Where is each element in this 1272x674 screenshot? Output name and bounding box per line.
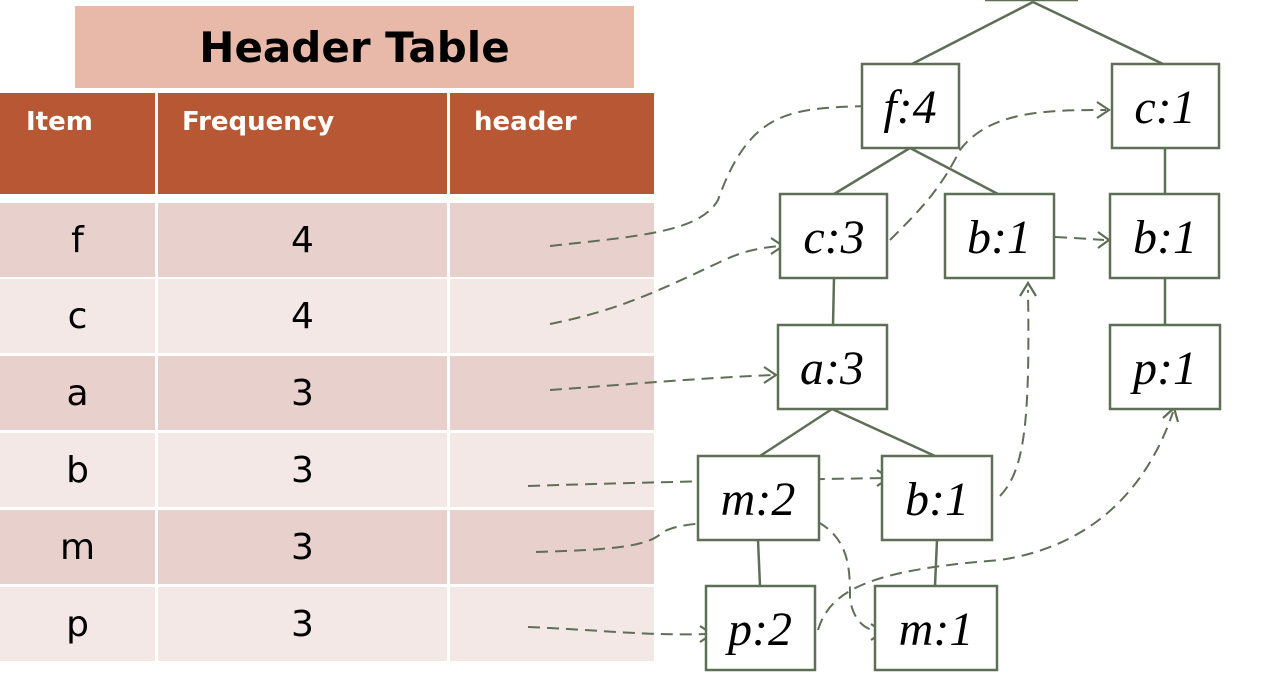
edge-m2-p2 bbox=[756, 539, 762, 587]
arrowhead-icon bbox=[1019, 280, 1037, 297]
table-row-item-p: p bbox=[0, 587, 155, 661]
node-label: f:4 bbox=[883, 81, 936, 134]
edge-f4-b1 bbox=[909, 146, 999, 196]
tree-node-f4: f:4 bbox=[860, 62, 961, 150]
column-header-header: header bbox=[450, 93, 654, 194]
table-row-item-m: m bbox=[0, 510, 155, 584]
link-b1-mid-to-b1-right bbox=[1054, 236, 1105, 241]
table-row-frequency-a: 3 bbox=[158, 356, 447, 430]
node-label: a:3 bbox=[800, 342, 864, 395]
link-a-to-a3 bbox=[549, 374, 774, 391]
node-label: c:1 bbox=[1134, 81, 1195, 134]
column-header-item: Item bbox=[0, 93, 155, 194]
table-row-item-b: b bbox=[0, 433, 155, 507]
tree-node-b1-right: b:1 bbox=[1108, 192, 1221, 280]
tree-node-m1: m:1 bbox=[873, 584, 999, 672]
link-m-to-m2 bbox=[535, 521, 719, 553]
link-p-to-p2 bbox=[527, 626, 709, 636]
tree-node-c3: c:3 bbox=[778, 192, 889, 280]
header-table-title: Header Table bbox=[75, 6, 634, 88]
node-label: b:1 bbox=[905, 473, 969, 526]
table-row-header-f bbox=[450, 203, 654, 277]
tree-node-b1-mid: b:1 bbox=[943, 192, 1056, 280]
table-row-item-f: f bbox=[0, 203, 155, 277]
table-row-frequency-c: 4 bbox=[158, 279, 447, 353]
link-c3-to-c1 bbox=[889, 109, 1107, 241]
table-row-item-c: c bbox=[0, 279, 155, 353]
tree-node-b1-low: b:1 bbox=[880, 454, 994, 542]
edge-c3-a3 bbox=[831, 277, 836, 326]
table-row-item-a: a bbox=[0, 356, 155, 430]
edge-b1-m1 bbox=[933, 539, 939, 587]
link-f-to-f4 bbox=[549, 105, 871, 247]
node-label: m:2 bbox=[721, 473, 796, 526]
tree-node-p1: p:1 bbox=[1108, 323, 1222, 411]
table-row-frequency-b: 3 bbox=[158, 433, 447, 507]
node-label: p:1 bbox=[1130, 342, 1197, 395]
table-row-header-b bbox=[450, 433, 654, 507]
node-label: b:1 bbox=[1133, 211, 1197, 264]
edge-root-f4 bbox=[911, 0, 1034, 66]
table-row-header-p bbox=[450, 587, 654, 661]
arrowhead-icon bbox=[763, 366, 778, 384]
edge-root-c1 bbox=[1032, 0, 1164, 66]
table-row-frequency-m: 3 bbox=[158, 510, 447, 584]
link-b1-low-to-b1-mid bbox=[999, 289, 1030, 497]
arrowhead-icon bbox=[1096, 101, 1111, 119]
node-label: b:1 bbox=[967, 211, 1031, 264]
node-label: c:3 bbox=[803, 211, 864, 264]
table-row-header-a bbox=[450, 356, 654, 430]
edge-a3-m2 bbox=[759, 407, 833, 458]
node-label: m:1 bbox=[899, 603, 974, 656]
link-m2-to-m1 bbox=[817, 521, 881, 633]
edge-a3-b1 bbox=[831, 407, 936, 458]
node-label: p:2 bbox=[725, 603, 792, 656]
table-row-frequency-p: 3 bbox=[158, 587, 447, 661]
tree-node-c1: c:1 bbox=[1110, 62, 1221, 150]
column-header-frequency: Frequency bbox=[158, 93, 447, 194]
table-row-header-c bbox=[450, 279, 654, 353]
tree-node-p2: p:2 bbox=[704, 584, 817, 672]
link-p2-to-p1 bbox=[817, 411, 1174, 631]
edge-f4-c3 bbox=[833, 146, 911, 196]
link-c-to-c3 bbox=[549, 245, 781, 325]
table-row-frequency-f: 4 bbox=[158, 203, 447, 277]
tree-node-a3: a:3 bbox=[776, 323, 889, 411]
tree-node-m2: m:2 bbox=[696, 454, 821, 542]
